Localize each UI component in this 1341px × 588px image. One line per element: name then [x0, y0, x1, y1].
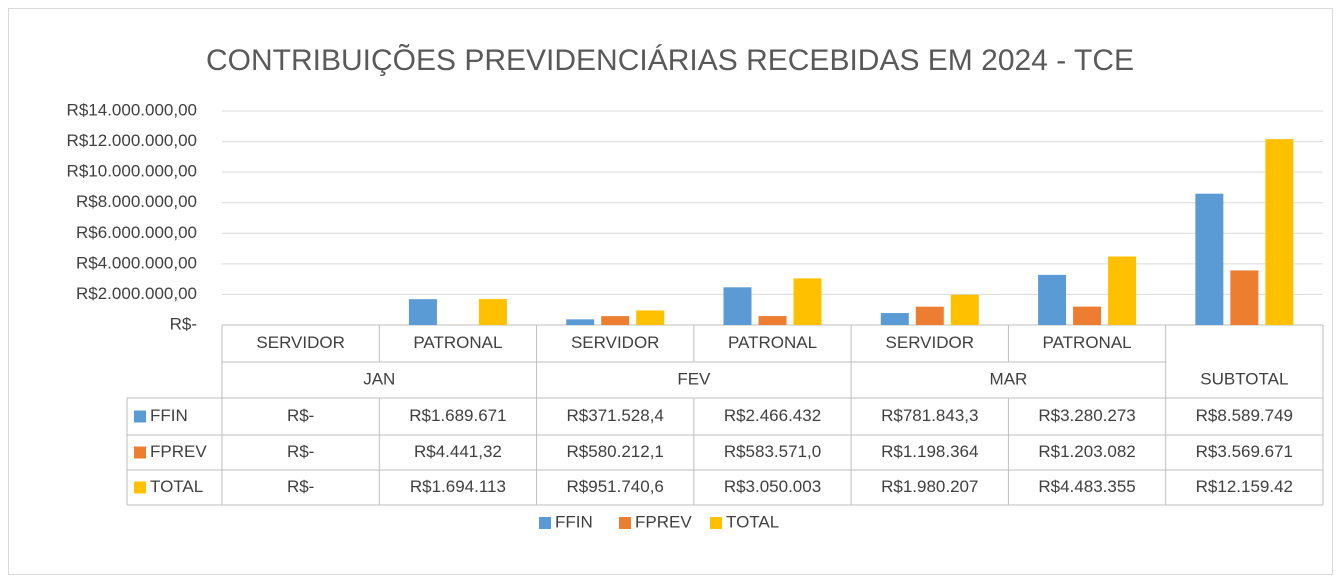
bar: [409, 299, 437, 325]
bar: [1230, 270, 1258, 325]
table-value: R$3.050.003: [724, 477, 821, 496]
table-value: R$-: [287, 442, 314, 461]
table-legend-key: [134, 482, 146, 494]
bar: [1038, 275, 1066, 325]
bar: [1195, 194, 1223, 325]
chart-title: CONTRIBUIÇÕES PREVIDENCIÁRIAS RECEBIDAS …: [206, 43, 1134, 77]
table-value: R$1.694.113: [410, 477, 506, 496]
table-value: R$1.198.364: [881, 442, 978, 461]
table-value: R$3.569.671: [1196, 442, 1293, 461]
table-value: R$371.528,4: [567, 406, 664, 425]
category-label: SERVIDOR: [571, 333, 660, 352]
table-value: R$3.280.273: [1038, 406, 1135, 425]
table-value: R$4.483.355: [1038, 477, 1135, 496]
group-label: JAN: [363, 369, 395, 388]
table-value: R$-: [287, 477, 314, 496]
y-tick-label: R$4.000.000,00: [76, 253, 197, 272]
legend-label: FPREV: [635, 512, 692, 531]
bar: [916, 307, 944, 325]
group-label: MAR: [990, 369, 1028, 388]
table-value: R$12.159.42: [1196, 477, 1293, 496]
category-label: PATRONAL: [413, 333, 502, 352]
table-value: R$1.203.082: [1038, 442, 1135, 461]
y-tick-label: R$2.000.000,00: [76, 284, 197, 303]
legend-label: TOTAL: [726, 512, 779, 531]
table-value: R$583.571,0: [724, 442, 821, 461]
table-series-label: TOTAL: [150, 477, 203, 496]
table-value: R$1.689.671: [409, 406, 506, 425]
category-label: PATRONAL: [728, 333, 817, 352]
y-tick-label: R$14.000.000,00: [67, 100, 197, 119]
bar: [1073, 307, 1101, 325]
bar: [724, 287, 752, 325]
table-value: R$4.441,32: [414, 442, 502, 461]
table-value: R$8.589.749: [1196, 406, 1293, 425]
category-label: PATRONAL: [1043, 333, 1132, 352]
category-label: SERVIDOR: [256, 333, 345, 352]
table-value: R$1.980.207: [881, 477, 978, 496]
table-value: R$951.740,6: [567, 477, 664, 496]
table-value: R$-: [287, 406, 314, 425]
bar: [566, 319, 594, 325]
group-label: FEV: [677, 369, 711, 388]
group-label: SUBTOTAL: [1200, 369, 1288, 388]
legend-key: [539, 517, 551, 529]
table-series-label: FFIN: [150, 406, 188, 425]
table-legend-key: [134, 447, 146, 459]
legend-label: FFIN: [555, 512, 593, 531]
bar: [601, 316, 629, 325]
y-tick-label: R$6.000.000,00: [76, 223, 197, 242]
bar: [1265, 139, 1293, 325]
bar: [636, 310, 664, 325]
bar: [1108, 256, 1136, 325]
bar: [479, 299, 507, 325]
y-tick-label: R$-: [170, 314, 197, 333]
bar: [759, 316, 787, 325]
legend-key: [619, 517, 631, 529]
bar: [794, 278, 822, 325]
bar: [881, 313, 909, 325]
bar: [951, 295, 979, 325]
table-legend-key: [134, 411, 146, 423]
table-value: R$781.843,3: [881, 406, 978, 425]
legend-key: [710, 517, 722, 529]
y-tick-label: R$10.000.000,00: [67, 162, 197, 181]
table-series-label: FPREV: [150, 442, 207, 461]
table-value: R$580.212,1: [567, 442, 664, 461]
y-tick-label: R$12.000.000,00: [67, 131, 197, 150]
y-tick-label: R$8.000.000,00: [76, 192, 197, 211]
table-value: R$2.466.432: [724, 406, 821, 425]
category-label: SERVIDOR: [886, 333, 975, 352]
